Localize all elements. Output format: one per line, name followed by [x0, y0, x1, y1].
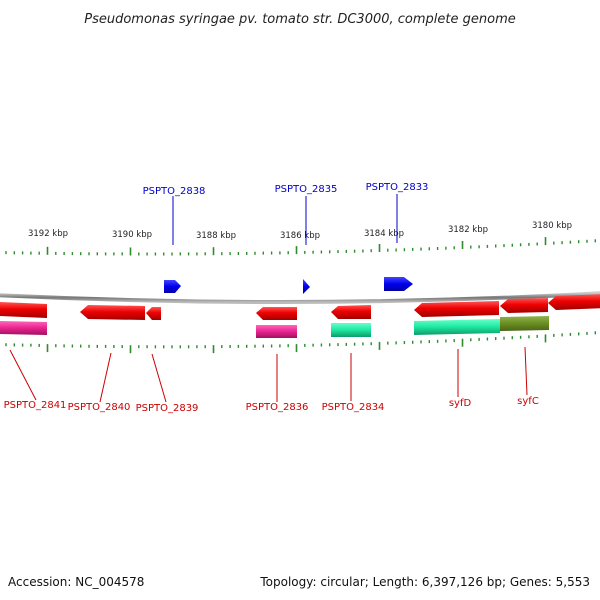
- kbp-label: 3188 kbp: [196, 231, 236, 241]
- label-line-pspto-2840: [99, 352, 112, 403]
- gene-arrow-pspto-2838[interactable]: [164, 280, 181, 293]
- gene-label-pspto-2836[interactable]: PSPTO_2836: [246, 402, 309, 413]
- gene-label-pspto-2833[interactable]: PSPTO_2833: [366, 182, 429, 193]
- label-line-syfc: [524, 346, 528, 396]
- label-line-pspto-2841: [9, 349, 37, 401]
- gene-label-pspto-2839[interactable]: PSPTO_2839: [136, 403, 199, 414]
- cds-bar-syfd[interactable]: [414, 319, 500, 335]
- gene-label-syfd[interactable]: syfD: [449, 398, 472, 409]
- label-line-pspto-2839: [151, 353, 167, 403]
- gene-label-pspto-2835[interactable]: PSPTO_2835: [275, 184, 338, 195]
- genome-backbone: [0, 291, 600, 305]
- gene-label-pspto-2841[interactable]: PSPTO_2841: [4, 400, 67, 411]
- genome-summary-text: Topology: circular; Length: 6,397,126 bp…: [259, 575, 590, 589]
- gene-arrow-pspto-2833[interactable]: [384, 277, 413, 291]
- kbp-label: 3182 kbp: [448, 225, 488, 235]
- gene-arrow-pspto-2841[interactable]: [0, 302, 47, 318]
- position-ticks-top: [5, 237, 596, 256]
- kbp-label: 3192 kbp: [28, 229, 68, 239]
- cds-bar-pspto-2841[interactable]: [0, 321, 47, 335]
- gene-arrow-pspto-2836[interactable]: [256, 307, 297, 320]
- kbp-label: 3190 kbp: [112, 230, 152, 240]
- gene-label-pspto-2838[interactable]: PSPTO_2838: [143, 186, 206, 197]
- kbp-label: 3186 kbp: [280, 231, 320, 241]
- kbp-label: 3180 kbp: [532, 221, 572, 231]
- cds-bar-pspto-2836[interactable]: [256, 325, 297, 338]
- gene-label-pspto-2834[interactable]: PSPTO_2834: [322, 402, 385, 413]
- gene-arrow-pspto-2835[interactable]: [303, 279, 310, 294]
- accession-text: Accession: NC_004578: [8, 575, 144, 589]
- gene-label-syfc[interactable]: syfC: [517, 396, 539, 407]
- gene-arrow-syfc[interactable]: [500, 298, 548, 313]
- position-ticks-bottom: [5, 331, 596, 354]
- gene-arrow-pspto-2834[interactable]: [331, 305, 371, 319]
- cds-bar-pspto-2834[interactable]: [331, 323, 371, 337]
- gene-arrow-pspto-2840[interactable]: [80, 305, 145, 320]
- gene-arrow-right-edge[interactable]: [548, 294, 600, 310]
- kbp-label: 3184 kbp: [364, 229, 404, 239]
- gene-arrow-pspto-2839[interactable]: [146, 307, 161, 320]
- gene-arrow-syfd[interactable]: [414, 301, 499, 317]
- map-title: Pseudomonas syringae pv. tomato str. DC3…: [84, 12, 516, 27]
- cds-bar-syfc[interactable]: [500, 316, 549, 331]
- gene-label-pspto-2840[interactable]: PSPTO_2840: [68, 402, 131, 413]
